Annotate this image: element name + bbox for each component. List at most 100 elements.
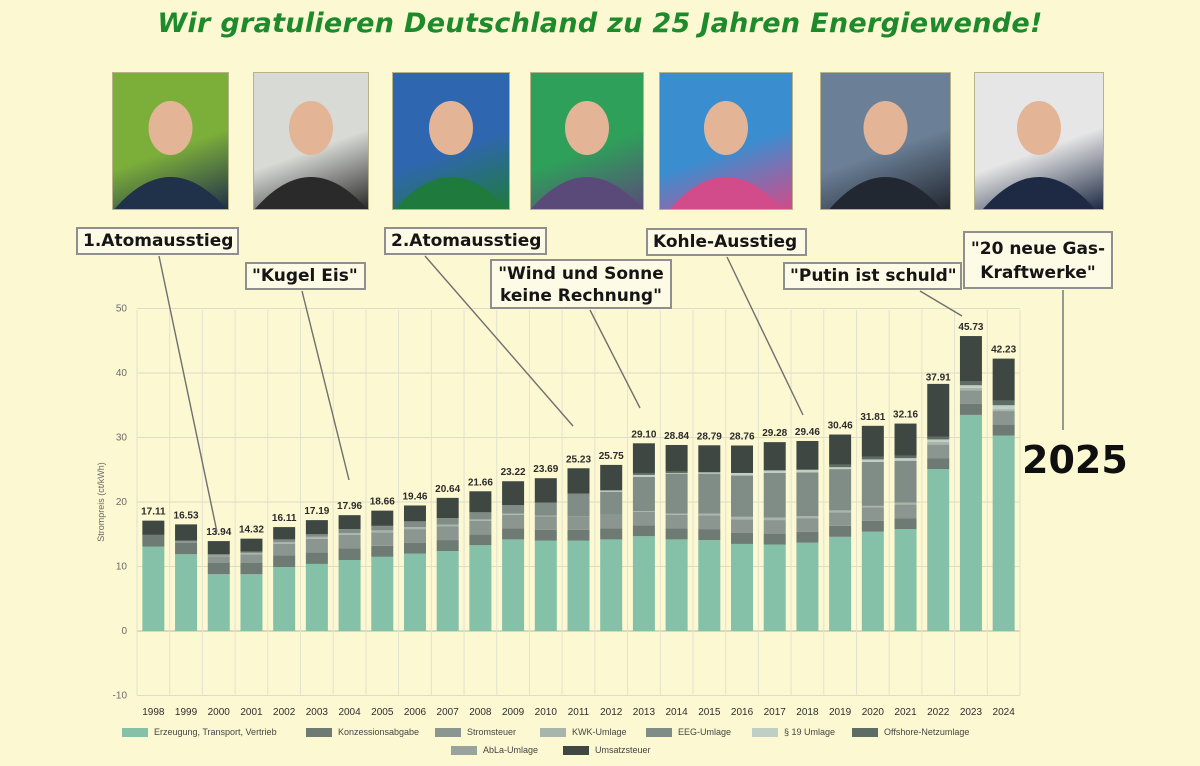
bar-segment <box>763 544 786 631</box>
bar-2021 <box>894 423 917 631</box>
y-tick-label: 20 <box>116 497 128 508</box>
bar-segment <box>829 464 852 468</box>
photo-5 <box>659 72 793 210</box>
callout-kugel-eis: "Kugel Eis" <box>245 262 366 290</box>
bar-segment <box>992 411 1015 425</box>
callout-putin-text: "Putin ist schuld" <box>790 266 957 286</box>
bar-segment <box>403 521 426 528</box>
bar-2018 <box>796 440 819 631</box>
bar-segment <box>763 442 786 471</box>
bar-2013 <box>632 443 655 631</box>
bar-2012 <box>600 464 623 631</box>
callout-putin: "Putin ist schuld" <box>783 262 962 290</box>
bar-2010 <box>534 478 557 631</box>
bar-segment <box>665 444 688 472</box>
bar-segment <box>731 519 754 533</box>
bar-segment <box>338 529 361 533</box>
bar-segment <box>534 515 557 517</box>
bar-segment <box>240 574 263 631</box>
bar-2002 <box>273 527 296 631</box>
callout-gaskraftwerke: "20 neue Gas- Kraftwerke" <box>963 231 1113 289</box>
bar-segment <box>796 531 819 543</box>
bar-segment <box>632 536 655 631</box>
bar-segment <box>731 445 754 473</box>
bar-segment <box>927 444 950 459</box>
callout-gaskraftwerke-line-1: "20 neue Gas- <box>970 239 1106 259</box>
data-label: 20.64 <box>435 484 460 495</box>
bar-segment <box>829 469 852 511</box>
bar-segment <box>796 542 819 631</box>
x-tick-label: 2016 <box>731 707 754 718</box>
portrait-icon <box>531 101 643 209</box>
legend-swatch <box>563 745 589 755</box>
data-label: 28.76 <box>730 431 755 442</box>
bar-segment <box>305 534 328 537</box>
x-tick-label: 1999 <box>175 707 198 718</box>
y-axis-label: Strompreis (ct/kWh) <box>96 462 106 542</box>
data-label: 42.23 <box>991 345 1016 356</box>
chart-axes: -10 0 10 20 30 40 50 Strompreis (ct/kWh) 1998 199… <box>96 304 1015 719</box>
bar-segment <box>600 539 623 631</box>
bar-segment <box>829 467 852 470</box>
bar-segment <box>436 518 459 525</box>
bar-segment <box>632 474 655 477</box>
legend-swatch <box>435 727 461 737</box>
bar-segment <box>567 540 590 631</box>
data-label: 23.69 <box>533 464 558 475</box>
portrait-icon <box>395 101 507 209</box>
photo-7 <box>974 72 1104 210</box>
data-label: 17.11 <box>141 507 166 518</box>
bar-2017 <box>763 442 786 631</box>
bar-segment <box>273 567 296 631</box>
legend-item: Umsatzsteuer <box>563 745 651 755</box>
legend-item: § 19 Umlage <box>752 727 835 737</box>
photo-2 <box>253 72 369 210</box>
x-tick-label: 2007 <box>437 707 460 718</box>
bar-2016 <box>731 445 754 631</box>
bar-segment <box>796 469 819 473</box>
y-tick-label: 10 <box>116 562 128 573</box>
bar-segment <box>665 473 688 514</box>
bar-segment <box>992 400 1015 406</box>
bar-segment <box>207 554 230 556</box>
bar-segment <box>959 336 982 382</box>
x-tick-label: 2023 <box>960 707 983 718</box>
legend-item: KWK-Umlage <box>540 727 627 737</box>
bar-segment <box>436 540 459 552</box>
bar-segment <box>273 543 296 556</box>
x-tick-label: 2017 <box>764 707 787 718</box>
bar-segment <box>338 548 361 561</box>
photo-6 <box>820 72 951 210</box>
bar-segment <box>338 515 361 530</box>
bar-segment <box>992 358 1015 401</box>
bar-segment <box>992 405 1015 410</box>
bar-segment <box>894 502 917 505</box>
bar-segment <box>665 528 688 540</box>
bar-segment <box>142 534 165 547</box>
data-label: 30.46 <box>828 421 853 432</box>
headline: Wir gratulieren Deutschland zu 25 Jahren… <box>157 8 1043 39</box>
bar-segment <box>273 527 296 540</box>
legend-swatch <box>540 727 566 737</box>
bar-segment <box>861 456 884 460</box>
data-label: 25.75 <box>599 451 624 462</box>
bar-segment <box>959 381 982 386</box>
bar-segment <box>665 513 688 515</box>
bar-segment <box>796 440 819 470</box>
y-tick-label: 40 <box>116 368 128 379</box>
bar-segment <box>861 505 884 508</box>
bar-2024 <box>992 358 1015 631</box>
bar-segment <box>698 529 721 541</box>
portrait-icon <box>829 101 942 209</box>
data-label: 31.81 <box>860 412 885 423</box>
bar-segment <box>273 539 296 542</box>
legend-label: Konzessionsabgabe <box>338 727 420 737</box>
bar-segment <box>175 540 198 543</box>
bar-segment <box>829 525 852 537</box>
x-tick-label: 2012 <box>600 707 623 718</box>
bar-segment <box>502 505 525 514</box>
photo-4 <box>530 72 644 210</box>
bar-segment <box>567 529 590 541</box>
bar-segment <box>534 540 557 631</box>
